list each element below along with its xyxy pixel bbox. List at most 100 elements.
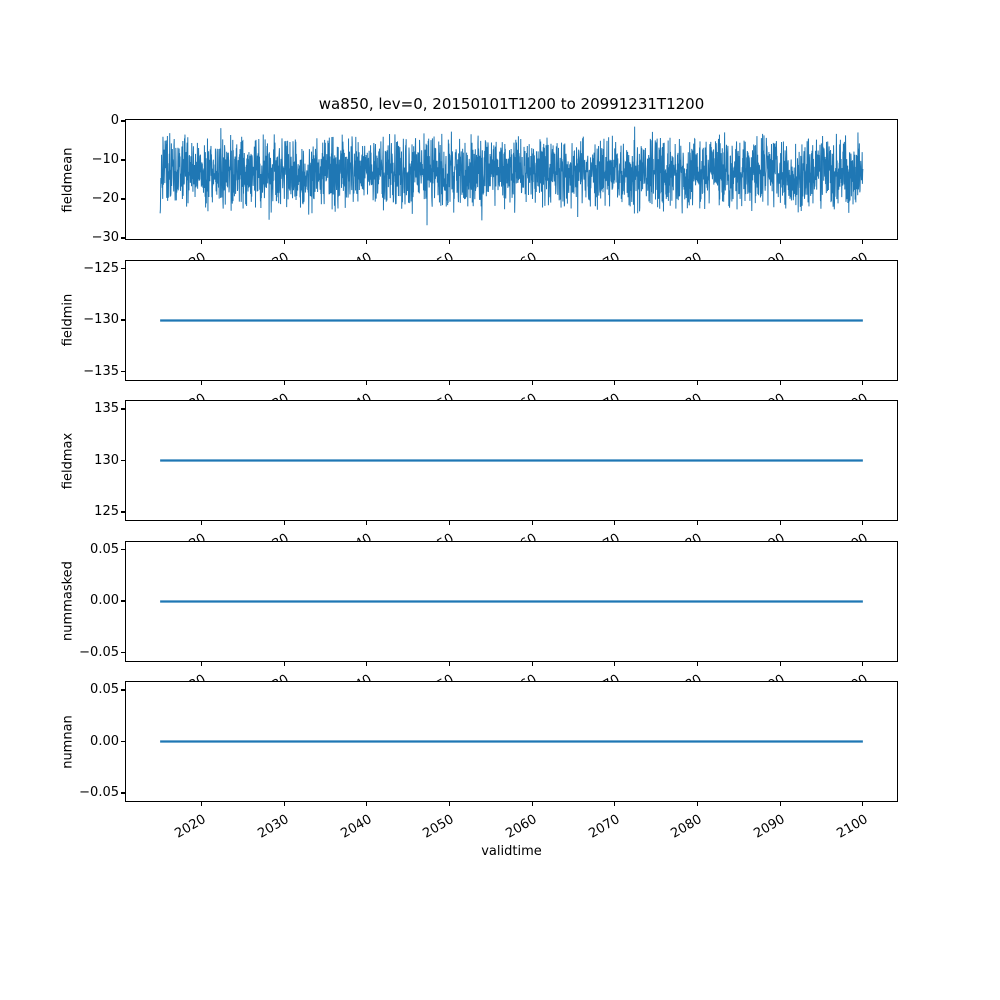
- x-tick-label: 2090: [752, 250, 788, 260]
- x-tick-label: 2050: [420, 812, 457, 842]
- x-tick-mark: [779, 802, 781, 806]
- x-tick-label: 2050: [421, 672, 457, 682]
- x-tick-label: 2030: [255, 250, 291, 260]
- x-tick-label: 2060: [504, 531, 540, 541]
- line-series-numnan: [160, 740, 863, 743]
- line-series-fieldmax: [160, 459, 863, 462]
- x-tick-mark: [862, 240, 864, 244]
- x-tick-label: 2100: [834, 531, 870, 541]
- x-tick-mark: [862, 661, 864, 666]
- x-tick-mark: [283, 521, 285, 525]
- x-tick-label: 2080: [669, 391, 705, 401]
- x-tick-label: 2090: [751, 812, 788, 842]
- y-tick-label: −125: [83, 260, 119, 276]
- x-tick-label: 2080: [669, 672, 705, 682]
- axes-frame-fieldmin: [125, 259, 898, 381]
- x-tick-label-strip: 2020 2030 2040 2050 2060 2070 2080 2090 2100: [0, 241, 1000, 260]
- x-tick-label: 2060: [504, 250, 540, 260]
- y-tick-label: 0.05: [90, 682, 119, 697]
- x-axis-label: validtime: [481, 844, 542, 859]
- x-tick-mark: [779, 380, 781, 385]
- x-tick-mark: [448, 661, 451, 666]
- x-tick-label: 2030: [255, 391, 291, 401]
- x-tick-label: 2100: [834, 812, 871, 842]
- x-tick-label: 2050: [421, 531, 457, 541]
- x-tick-label: 2020: [172, 812, 209, 842]
- x-tick-label: 2080: [669, 250, 705, 260]
- x-tick-mark: [283, 802, 285, 806]
- y-tick-mark: [121, 740, 125, 743]
- x-tick-mark: [614, 661, 616, 666]
- x-tick-mark: [531, 661, 533, 666]
- x-tick-label: 2020: [173, 672, 209, 682]
- x-tick-mark: [862, 380, 864, 385]
- x-tick-label: 2040: [338, 531, 374, 541]
- x-tick-mark: [366, 240, 368, 244]
- y-tick-label: −30: [91, 230, 119, 245]
- x-tick-label: 2040: [338, 672, 374, 682]
- y-tick-mark: [121, 511, 125, 513]
- y-tick-mark: [121, 319, 125, 321]
- x-tick-label: 2030: [255, 672, 291, 682]
- x-tick-mark: [614, 240, 616, 244]
- y-tick-label: −0.05: [79, 785, 119, 800]
- x-tick-label: 2040: [338, 391, 374, 401]
- x-tick-label: 2020: [173, 391, 209, 401]
- x-tick-mark: [614, 802, 616, 806]
- x-tick-mark: [448, 380, 451, 385]
- y-tick-label: 0: [110, 113, 119, 128]
- y-tick-mark: [121, 198, 125, 200]
- y-tick-label: 130: [94, 452, 119, 468]
- x-tick-mark: [696, 661, 699, 666]
- x-tick-label: 2100: [834, 672, 870, 682]
- x-tick-mark: [283, 380, 285, 385]
- y-axis-label-fieldmean: fieldmean: [59, 119, 77, 240]
- x-tick-mark: [779, 240, 781, 244]
- y-tick-label: −130: [83, 312, 119, 327]
- x-tick-mark: [448, 521, 451, 525]
- x-tick-label: 2070: [586, 672, 622, 682]
- x-tick-mark: [200, 661, 203, 666]
- x-tick-mark: [862, 802, 864, 806]
- y-tick-label: 0.05: [90, 541, 119, 557]
- x-tick-mark: [614, 380, 616, 385]
- x-tick-label: 2060: [504, 672, 540, 682]
- x-tick-mark: [283, 661, 285, 666]
- y-tick-mark: [121, 267, 125, 270]
- x-tick-mark: [531, 802, 533, 806]
- x-tick-mark: [696, 240, 699, 244]
- x-tick-mark: [696, 802, 699, 806]
- x-tick-label: 2090: [752, 672, 788, 682]
- x-tick-mark: [366, 661, 368, 666]
- x-tick-label: 2050: [421, 391, 457, 401]
- x-tick-mark: [366, 521, 368, 525]
- axes-frame-fieldmean: [125, 119, 898, 240]
- axes-frame-numnan: [125, 681, 898, 802]
- x-tick-mark: [531, 240, 533, 244]
- y-tick-label: 0.00: [90, 733, 119, 749]
- x-tick-mark: [448, 240, 451, 244]
- y-tick-mark: [121, 459, 125, 462]
- chart-title: wa850, lev=0, 20150101T1200 to 20991231T…: [318, 95, 705, 113]
- x-tick-mark: [200, 802, 203, 806]
- x-tick-label: 2030: [255, 531, 291, 541]
- x-tick-label: 2040: [338, 250, 374, 260]
- x-tick-mark: [531, 380, 533, 385]
- x-tick-label-strip: 2020 2030 2040 2050 2060 2070 2080 2090 2100: [0, 382, 1000, 401]
- x-tick-label: 2070: [586, 250, 622, 260]
- axes-frame-fieldmax: [125, 400, 898, 521]
- x-tick-label: 2020: [173, 531, 209, 541]
- y-tick-label: −20: [91, 191, 119, 206]
- x-tick-label: 2100: [834, 250, 870, 260]
- y-tick-mark: [121, 600, 125, 602]
- x-tick-mark: [862, 521, 864, 525]
- x-tick-mark: [366, 380, 368, 385]
- x-tick-mark: [614, 521, 616, 525]
- y-tick-label: −10: [91, 152, 119, 167]
- x-tick-label: 2060: [503, 812, 540, 842]
- x-tick-label: 2050: [421, 250, 457, 260]
- x-tick-label: 2030: [255, 812, 292, 842]
- x-tick-label: 2060: [504, 391, 540, 401]
- y-tick-label: −0.05: [79, 644, 119, 660]
- y-tick-mark: [121, 408, 125, 410]
